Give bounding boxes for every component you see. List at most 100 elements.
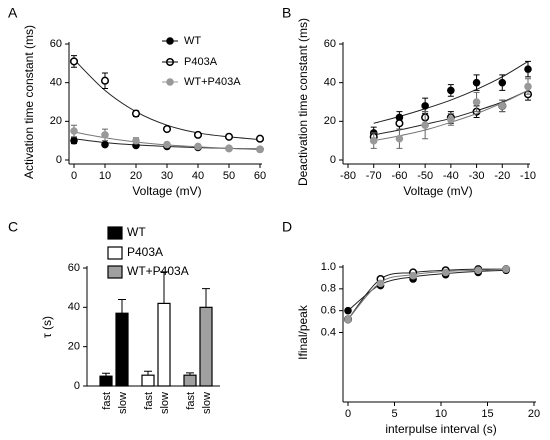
data-point — [472, 78, 481, 87]
legend-label: WT+P403A — [127, 264, 189, 278]
x-tick-label: 5 — [391, 408, 397, 420]
data-point — [369, 136, 378, 145]
x-tick-label: -70 — [366, 170, 382, 182]
y-tick-label: 60 — [50, 38, 62, 50]
data-point — [447, 86, 455, 95]
y-tick-label: 0.4 — [321, 326, 336, 338]
x-axis-label: Voltage (mV) — [132, 184, 201, 198]
error-bar — [144, 370, 152, 376]
x-tick-label: slow — [159, 392, 171, 414]
y-axis-label: Ifinal/peak — [296, 304, 310, 360]
panel-label: B — [282, 5, 291, 21]
y-tick-label: 40 — [324, 77, 336, 89]
panel-label: D — [282, 219, 292, 235]
x-tick-label: -20 — [494, 170, 510, 182]
data-point — [70, 127, 78, 135]
x-tick-label: -50 — [417, 170, 433, 182]
data-point — [256, 145, 264, 154]
data-point — [409, 271, 417, 280]
data-point — [69, 57, 79, 66]
x-tick-label: 10 — [99, 170, 111, 182]
x-tick-label: 15 — [481, 408, 493, 420]
legend-swatch — [107, 226, 123, 240]
x-tick-label: fast — [185, 392, 197, 410]
x-tick-label: -10 — [520, 170, 536, 182]
y-tick-label: 1.0 — [321, 261, 336, 273]
data-point — [194, 142, 202, 151]
y-tick-label: 0.6 — [321, 305, 336, 317]
data-point — [447, 115, 455, 124]
data-point — [498, 102, 507, 110]
y-tick-label: 20 — [68, 341, 80, 353]
x-axis-label: Voltage (mV) — [403, 184, 472, 198]
data-point — [421, 102, 429, 110]
y-tick-label: 0 — [74, 380, 80, 392]
data-point — [101, 131, 109, 139]
x-tick-label: -60 — [391, 170, 407, 182]
legend-label: P403A — [127, 245, 163, 259]
data-point — [421, 121, 429, 129]
x-tick-label: 60 — [254, 170, 266, 182]
data-point — [344, 306, 352, 315]
y-axis-label: Activation time constant (ms) — [22, 25, 36, 179]
x-tick-label: 0 — [345, 408, 351, 420]
error-bar — [118, 298, 126, 314]
x-tick-label: 20 — [130, 170, 142, 182]
y-tick-label: 60 — [68, 262, 80, 274]
y-axis-label: τ (s) — [40, 316, 54, 338]
data-point — [524, 65, 532, 73]
y-tick-label: 40 — [50, 77, 62, 89]
data-point — [441, 268, 450, 277]
x-tick-label: 0 — [71, 170, 77, 182]
y-tick-label: 0.8 — [321, 283, 336, 295]
x-axis-label: interpulse interval (s) — [385, 422, 496, 436]
data-point — [132, 136, 140, 145]
bar — [115, 312, 129, 387]
legend-label: WT — [127, 225, 146, 239]
y-tick-label: 20 — [50, 115, 62, 127]
data-point — [162, 125, 172, 134]
x-tick-label: 30 — [161, 170, 173, 182]
y-tick-label: 40 — [68, 301, 80, 313]
legend-swatch — [107, 265, 123, 279]
fit-curve — [347, 268, 507, 320]
x-tick-label: -80 — [340, 170, 356, 182]
data-point — [395, 119, 404, 128]
y-axis-label: Deactivation time constant (ms) — [296, 18, 310, 186]
data-point — [474, 266, 483, 275]
bar — [199, 306, 213, 387]
data-point — [255, 134, 265, 143]
x-tick-label: slow — [117, 392, 129, 414]
y-tick-label: 60 — [324, 38, 336, 50]
bar — [157, 302, 171, 387]
x-tick-label: slow — [201, 392, 213, 414]
data-point — [131, 109, 141, 118]
data-point — [395, 134, 404, 143]
x-tick-label: 50 — [223, 170, 235, 182]
data-point — [502, 265, 510, 273]
y-tick-label: 0 — [56, 154, 62, 166]
data-point — [524, 82, 532, 91]
data-point — [100, 76, 110, 85]
error-bar — [202, 288, 210, 308]
data-point — [498, 78, 507, 87]
x-tick-label: fast — [143, 392, 155, 410]
data-point — [163, 140, 171, 149]
y-tick-label: 0 — [330, 154, 336, 166]
data-point — [193, 130, 203, 139]
data-point — [472, 98, 481, 106]
legend-swatch — [107, 246, 123, 260]
fit-curve — [347, 268, 507, 320]
x-tick-label: fast — [101, 392, 113, 410]
error-bar — [160, 271, 168, 304]
legend-label: WT — [184, 35, 201, 47]
bar — [141, 374, 155, 387]
x-tick-label: -40 — [443, 170, 459, 182]
x-tick-label: 40 — [192, 170, 204, 182]
panel-label: A — [8, 5, 18, 21]
x-tick-label: 10 — [435, 408, 447, 420]
y-tick-label: 20 — [324, 115, 336, 127]
data-point — [224, 132, 234, 141]
data-point — [225, 144, 233, 153]
